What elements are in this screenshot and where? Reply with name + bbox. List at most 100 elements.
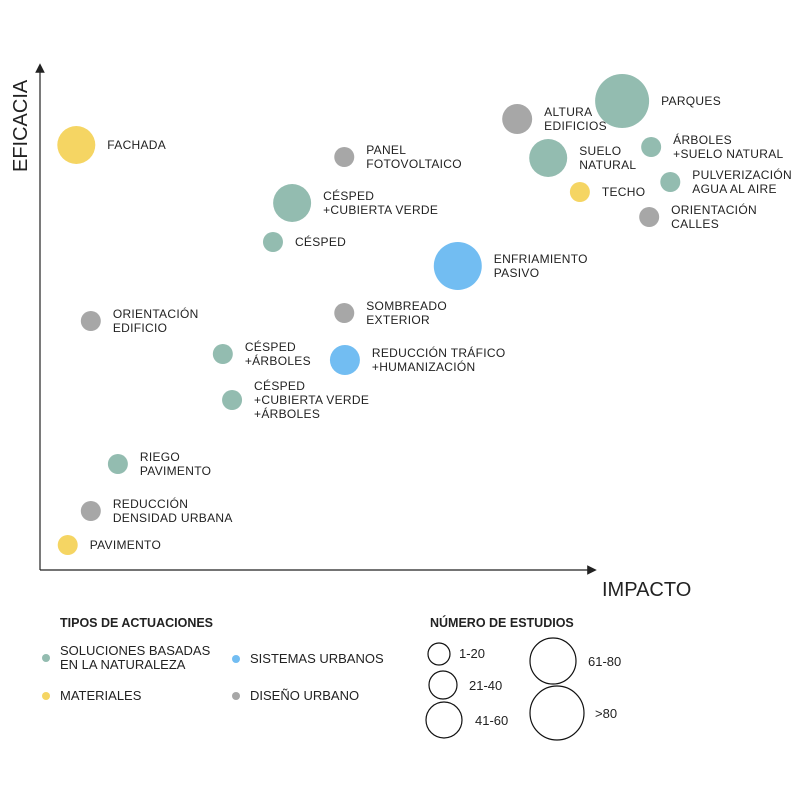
label-techo-line: TECHO xyxy=(602,185,646,199)
label-suelo-natural: SUELO NATURAL xyxy=(579,144,636,172)
label-panel-fotovoltaico: PANEL FOTOVOLTAICO xyxy=(366,143,462,171)
bubble-arboles-suelo-natural xyxy=(641,137,662,157)
label-fachada: FACHADA xyxy=(107,138,166,152)
label-arboles-suelo-natural: ÁRBOLES +SUELO NATURAL xyxy=(673,132,783,161)
label-pulverizacion-agua-al-aire: PULVERIZACIÓN AGUA AL AIRE xyxy=(692,167,792,196)
label-cesped-cubierta-verde-line: CÉSPED xyxy=(323,188,374,203)
label-suelo-natural-line: NATURAL xyxy=(579,158,636,172)
label-panel-fotovoltaico-line: FOTOVOLTAICO xyxy=(366,157,462,171)
legend-item-systems-line: SISTEMAS URBANOS xyxy=(250,651,384,666)
label-riego-pavimento-line: RIEGO xyxy=(140,450,180,464)
x-axis-label: IMPACTO xyxy=(602,579,691,601)
label-reduccion-densidad-urbana-line: REDUCCIÓN xyxy=(113,496,188,511)
size-legend-label: 41-60 xyxy=(475,713,508,728)
label-cesped-arboles: CÉSPED +ÁRBOLES xyxy=(245,339,311,368)
label-cesped-cubierta-verde-arboles-line: +ÁRBOLES xyxy=(254,406,320,421)
label-sombreado-exterior-line: EXTERIOR xyxy=(366,313,430,327)
label-enfriamiento-pasivo-line: PASIVO xyxy=(494,266,540,280)
label-enfriamiento-pasivo-line: ENFRIAMIENTO xyxy=(494,252,588,266)
bubble-parques xyxy=(595,74,650,128)
legend-dot-systems xyxy=(232,655,240,663)
label-orientacion-calles-line: CALLES xyxy=(671,217,719,231)
label-reduccion-trafico-humanizacion: REDUCCIÓN TRÁFICO +HUMANIZACIÓN xyxy=(372,345,506,374)
legend-dot-design xyxy=(232,692,240,700)
bubble-pulverizacion-agua-al-aire xyxy=(660,172,681,192)
label-sombreado-exterior-line: SOMBREADO xyxy=(366,299,447,313)
label-cesped-cubierta-verde-arboles-line: +CUBIERTA VERDE xyxy=(254,393,369,407)
bubble-cesped-arboles xyxy=(212,344,233,364)
bubble-cesped-cubierta-verde xyxy=(273,184,312,222)
legend-item-nature: SOLUCIONES BASADAS EN LA NATURALEZA xyxy=(60,643,211,672)
label-cesped-cubierta-verde-arboles-line: CÉSPED xyxy=(254,378,305,393)
bubble-cesped-cubierta-verde-arboles xyxy=(222,390,243,410)
legend-dot-nature xyxy=(42,654,50,662)
bubble-reduccion-trafico-humanizacion xyxy=(329,345,360,375)
legend-item-design-line: DISEÑO URBANO xyxy=(250,688,359,703)
label-parques: PARQUES xyxy=(661,94,721,108)
label-cesped-cubierta-verde-line: +CUBIERTA VERDE xyxy=(323,203,438,217)
label-pulverizacion-agua-al-aire-line: AGUA AL AIRE xyxy=(692,182,777,196)
label-cesped-line: CÉSPED xyxy=(295,234,346,249)
label-techo: TECHO xyxy=(602,185,646,199)
label-cesped-arboles-line: +ÁRBOLES xyxy=(245,353,311,368)
bubble-suelo-natural xyxy=(529,139,568,177)
size-legend-label: 61-80 xyxy=(588,654,621,669)
label-orientacion-edificio: ORIENTACIÓN EDIFICIO xyxy=(113,306,199,335)
label-altura-edificios-line: EDIFICIOS xyxy=(544,119,607,133)
label-riego-pavimento: RIEGO PAVIMENTO xyxy=(140,450,211,478)
label-pavimento: PAVIMENTO xyxy=(90,538,161,552)
size-legend-circle xyxy=(425,701,463,739)
bubble-techo xyxy=(569,182,590,202)
label-orientacion-edificio-line: EDIFICIO xyxy=(113,321,167,335)
label-riego-pavimento-line: PAVIMENTO xyxy=(140,464,211,478)
bubble-reduccion-densidad-urbana xyxy=(80,501,101,521)
bubble-cesped xyxy=(262,232,283,252)
label-cesped: CÉSPED xyxy=(295,234,346,249)
bubble-pavimento xyxy=(57,535,78,555)
label-suelo-natural-line: SUELO xyxy=(579,144,621,158)
size-legend-circle xyxy=(427,642,451,666)
label-cesped-cubierta-verde: CÉSPED +CUBIERTA VERDE xyxy=(323,188,438,217)
label-reduccion-densidad-urbana: REDUCCIÓN DENSIDAD URBANA xyxy=(113,496,233,525)
category-legend-title: TIPOS DE ACTUACIONES xyxy=(60,616,213,630)
label-fachada-line: FACHADA xyxy=(107,138,166,152)
bubble-altura-edificios xyxy=(502,104,533,134)
label-arboles-suelo-natural-line: +SUELO NATURAL xyxy=(673,147,783,161)
legend-item-nature-line: EN LA NATURALEZA xyxy=(60,657,186,672)
label-orientacion-calles-line: ORIENTACIÓN xyxy=(671,202,757,217)
label-orientacion-calles: ORIENTACIÓN CALLES xyxy=(671,202,757,231)
label-pulverizacion-agua-al-aire-line: PULVERIZACIÓN xyxy=(692,167,792,182)
label-reduccion-trafico-humanizacion-line: REDUCCIÓN TRÁFICO xyxy=(372,345,506,360)
label-panel-fotovoltaico-line: PANEL xyxy=(366,143,406,157)
size-legend-label: 21-40 xyxy=(469,678,502,693)
label-cesped-cubierta-verde-arboles: CÉSPED +CUBIERTA VERDE +ÁRBOLES xyxy=(254,378,369,421)
bubble-enfriamiento-pasivo xyxy=(433,242,482,290)
size-legend-circle xyxy=(428,670,458,700)
legend-item-design: DISEÑO URBANO xyxy=(250,688,359,703)
label-reduccion-trafico-humanizacion-line: +HUMANIZACIÓN xyxy=(372,359,476,374)
bubble-orientacion-calles xyxy=(639,207,660,227)
bubble-orientacion-edificio xyxy=(80,311,101,331)
legend: TIPOS DE ACTUACIONES NÚMERO DE ESTUDIOS … xyxy=(42,615,621,741)
label-orientacion-edificio-line: ORIENTACIÓN xyxy=(113,306,199,321)
label-altura-edificios-line: ALTURA xyxy=(544,105,592,119)
size-legend-title: NÚMERO DE ESTUDIOS xyxy=(430,615,574,630)
size-legend-circle xyxy=(529,637,577,685)
size-legend-label: 1-20 xyxy=(459,646,485,661)
size-legend-label: >80 xyxy=(595,706,617,721)
size-legend-circle xyxy=(529,685,585,741)
legend-dot-materials xyxy=(42,692,50,700)
label-sombreado-exterior: SOMBREADO EXTERIOR xyxy=(366,299,447,327)
legend-item-nature-line: SOLUCIONES BASADAS xyxy=(60,643,211,658)
label-reduccion-densidad-urbana-line: DENSIDAD URBANA xyxy=(113,511,233,525)
label-pavimento-line: PAVIMENTO xyxy=(90,538,161,552)
y-axis-label: EFICACIA xyxy=(10,79,32,172)
bubble-riego-pavimento xyxy=(107,454,128,474)
legend-item-systems: SISTEMAS URBANOS xyxy=(250,651,384,666)
bubble-sombreado-exterior xyxy=(334,303,355,323)
label-parques-line: PARQUES xyxy=(661,94,721,108)
label-cesped-arboles-line: CÉSPED xyxy=(245,339,296,354)
bubble-panel-fotovoltaico xyxy=(334,147,355,167)
label-enfriamiento-pasivo: ENFRIAMIENTO PASIVO xyxy=(494,252,588,280)
